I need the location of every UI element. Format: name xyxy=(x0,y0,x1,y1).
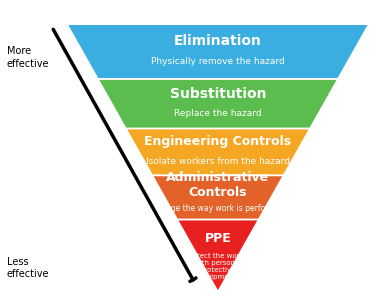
Polygon shape xyxy=(67,24,369,79)
Text: Protect the worker
with personal
protective
equipment: Protect the worker with personal protect… xyxy=(186,253,250,280)
Text: Change the way work is performed: Change the way work is performed xyxy=(151,204,285,213)
Text: More
effective: More effective xyxy=(7,46,49,69)
Text: Substitution: Substitution xyxy=(170,87,266,101)
Polygon shape xyxy=(152,176,283,220)
Polygon shape xyxy=(177,220,259,292)
Text: Engineering Controls: Engineering Controls xyxy=(144,135,291,148)
Text: Administrative
Controls: Administrative Controls xyxy=(166,172,270,200)
Text: Physically remove the hazard: Physically remove the hazard xyxy=(151,57,285,66)
Polygon shape xyxy=(98,79,338,129)
Text: PPE: PPE xyxy=(205,232,231,245)
Text: Less
effective: Less effective xyxy=(7,256,49,279)
Polygon shape xyxy=(126,129,310,175)
Text: Elimination: Elimination xyxy=(174,34,262,48)
Text: Isolate workers from the hazard: Isolate workers from the hazard xyxy=(146,157,290,166)
Text: Replace the hazard: Replace the hazard xyxy=(174,109,262,118)
